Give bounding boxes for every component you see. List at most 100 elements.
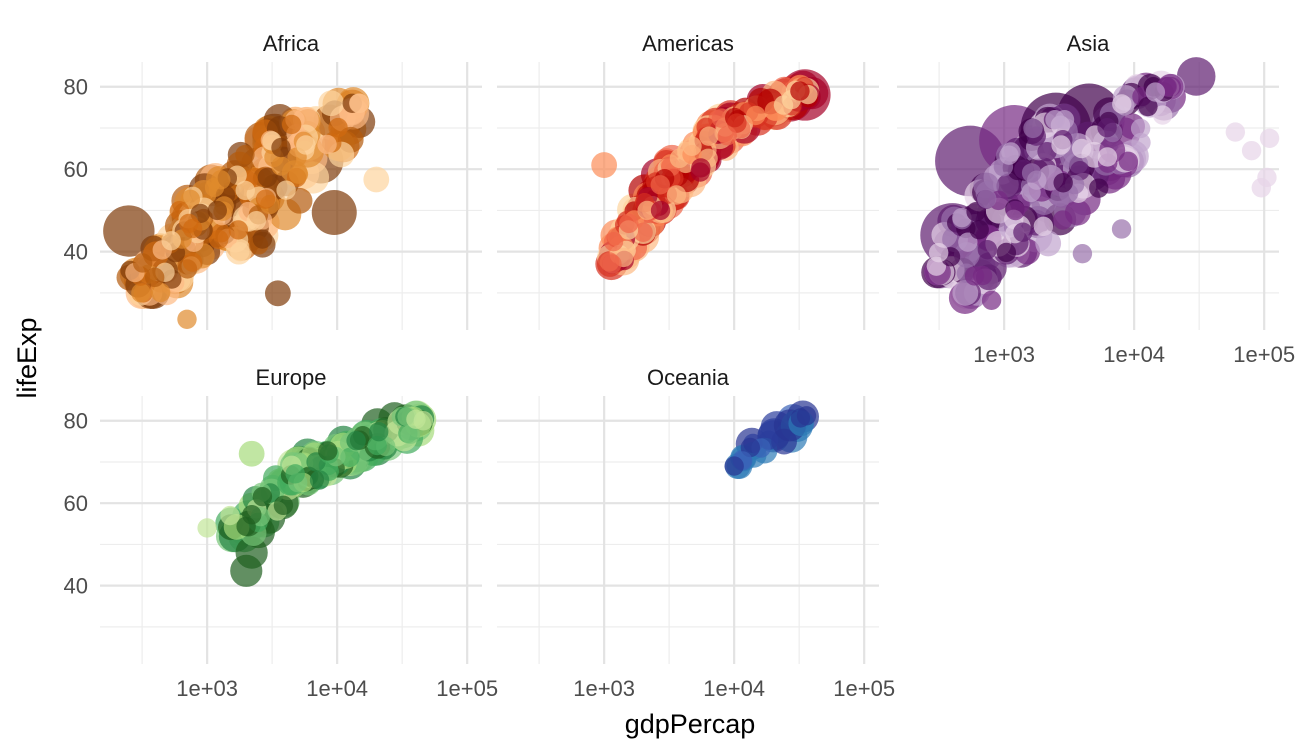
scatter-point [1145, 82, 1166, 102]
scatter-point [771, 428, 797, 455]
y-axis-title: lifeExp [12, 317, 42, 398]
scatter-point [1251, 178, 1271, 198]
scatter-point [235, 180, 255, 201]
scatter-point [977, 188, 997, 209]
scatter-point [161, 231, 181, 251]
scatter-point [958, 232, 978, 252]
scatter-point [1225, 122, 1246, 142]
scatter-point [633, 222, 653, 243]
scatter-point [682, 136, 702, 156]
scatter-point [281, 114, 302, 135]
points-americas [591, 69, 831, 281]
points-oceania [724, 400, 819, 479]
scatter-point [144, 267, 165, 288]
scatter-point [746, 105, 766, 126]
scatter-point [1111, 219, 1132, 239]
scatter-point [1051, 135, 1071, 155]
scatter-point [1131, 132, 1151, 153]
facet-label-asia: Asia [1067, 31, 1111, 56]
scatter-point [1130, 118, 1151, 139]
scatter-point [603, 231, 624, 252]
scatter-point [150, 282, 171, 303]
x-tick-label: 1e+05 [1233, 342, 1295, 367]
scatter-point [177, 309, 197, 329]
scatter-point [346, 430, 366, 451]
scatter-point [288, 164, 309, 184]
y-tick-label: 80 [64, 75, 88, 100]
scatter-point [1053, 173, 1073, 193]
scatter-point [1097, 117, 1117, 138]
scatter-point [1005, 200, 1026, 221]
scatter-point [220, 505, 240, 526]
scatter-point [1089, 178, 1109, 198]
scatter-point [691, 158, 711, 178]
scatter-point [790, 81, 810, 101]
scatter-point [1259, 128, 1280, 148]
scatter-point [252, 486, 273, 507]
scatter-point [699, 126, 719, 146]
facet-label-europe: Europe [256, 365, 327, 390]
scatter-point [981, 290, 1002, 311]
x-axis-title: gdpPercap [625, 709, 756, 739]
scatter-point [1033, 216, 1054, 237]
scatter-point [318, 441, 338, 461]
scatter-point [666, 185, 687, 205]
scatter-point [179, 213, 199, 234]
scatter-point [340, 447, 360, 468]
scatter-point [1013, 222, 1033, 242]
scatter-point [1035, 230, 1062, 257]
scatter-point [619, 213, 639, 234]
scatter-point [650, 175, 670, 195]
scatter-point [1023, 118, 1043, 139]
points-africa [103, 87, 390, 329]
scatter-point [211, 170, 231, 190]
scatter-point [996, 242, 1017, 263]
scatter-point [197, 518, 217, 538]
scatter-point [999, 145, 1019, 165]
scatter-point [964, 266, 985, 286]
scatter-point [273, 495, 294, 516]
x-tick-label: 1e+04 [703, 676, 765, 701]
facet-label-americas: Americas [642, 31, 734, 56]
y-tick-label: 60 [64, 491, 88, 516]
scatter-point [264, 280, 291, 307]
scatter-point [238, 440, 265, 467]
scatter-point [363, 166, 390, 193]
scatter-point [255, 189, 276, 209]
scatter-point [717, 126, 737, 146]
scatter-point [1097, 147, 1118, 167]
panel-africa: Africa 40 60 80 [64, 31, 482, 330]
scatter-point [271, 137, 291, 158]
scatter-point [318, 90, 345, 117]
scatter-point [637, 200, 657, 221]
panel-europe: Europe 40 60 80 1e+03 1e+04 1e+05 [64, 365, 499, 701]
x-tick-label: 1e+05 [833, 676, 895, 701]
scatter-point [285, 464, 305, 484]
scatter-point [650, 200, 671, 221]
panel-americas: Americas [497, 31, 879, 330]
scatter-point [400, 424, 421, 445]
scatter-point [1072, 244, 1093, 264]
scatter-point [1021, 182, 1041, 203]
scatter-point [796, 406, 817, 426]
scatter-point [207, 200, 227, 221]
scatter-point [599, 252, 620, 272]
scatter-point [1138, 96, 1158, 117]
scatter-point [131, 283, 151, 303]
scatter-point [1241, 140, 1262, 161]
scatter-point [317, 134, 337, 155]
scatter-point [242, 505, 262, 525]
scatter-point [311, 189, 357, 235]
scatter-point [1071, 138, 1092, 159]
x-tick-label: 1e+04 [1103, 342, 1165, 367]
scatter-point [309, 470, 330, 490]
scatter-point [1118, 151, 1139, 171]
facet-label-oceania: Oceania [647, 365, 730, 390]
x-tick-label: 1e+05 [436, 676, 498, 701]
scatter-point [369, 421, 389, 442]
y-tick-label: 40 [64, 240, 88, 265]
scatter-point [296, 135, 316, 155]
scatter-point [1152, 105, 1173, 125]
